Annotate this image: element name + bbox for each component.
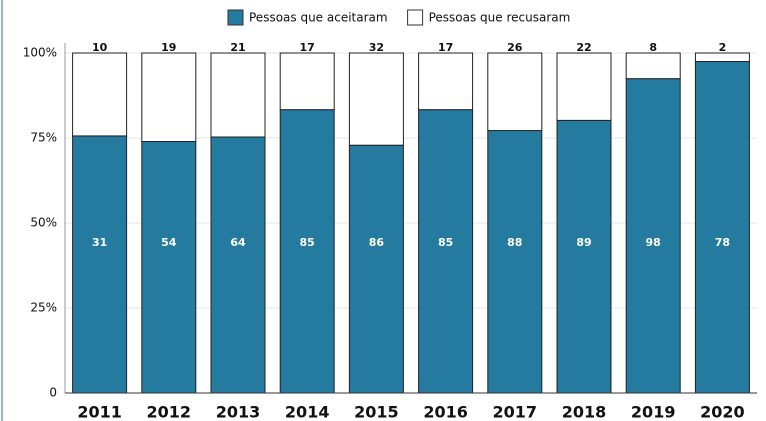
data-label: 78	[715, 236, 730, 249]
y-tick-label: 100%	[23, 46, 57, 60]
x-tick-label: 2017	[493, 403, 538, 421]
bar-segment	[556, 119, 612, 394]
y-tick-label: 0	[49, 386, 57, 400]
bar-segment	[348, 144, 404, 394]
x-tick-label: 2018	[562, 403, 607, 421]
data-label: 26	[507, 41, 523, 54]
data-label: 19	[161, 41, 176, 54]
bar-segment	[348, 52, 404, 146]
legend-swatch	[227, 9, 244, 26]
x-tick-label: 2019	[631, 403, 676, 421]
legend-label: Pessoas que aceitaram	[249, 11, 388, 25]
data-label: 88	[507, 236, 522, 249]
bar-segment	[418, 109, 474, 394]
data-label: 8	[649, 41, 657, 54]
data-label: 85	[300, 236, 315, 249]
y-tick-label: 25%	[30, 301, 57, 315]
data-label: 17	[300, 41, 315, 54]
data-label: 2	[719, 41, 727, 54]
x-tick-label: 2014	[285, 403, 330, 421]
bar-segment	[210, 52, 266, 138]
data-label: 22	[576, 41, 591, 54]
data-label: 98	[646, 236, 661, 249]
bar-segment	[487, 52, 543, 132]
bar-segment	[418, 52, 474, 111]
y-tick-label: 50%	[30, 216, 57, 230]
bar-segment	[141, 52, 197, 142]
data-label: 21	[230, 41, 245, 54]
bar-segment	[487, 130, 543, 394]
bar-segment	[72, 135, 128, 394]
x-tick-label: 2015	[354, 403, 399, 421]
bar-segment	[625, 78, 681, 394]
data-label: 86	[369, 236, 385, 249]
data-label: 89	[576, 236, 591, 249]
data-label: 17	[438, 41, 453, 54]
data-label: 85	[438, 236, 453, 249]
bar-segment	[625, 52, 681, 80]
bar-segment	[556, 52, 612, 121]
bar-segment	[694, 52, 750, 62]
x-tick-label: 2020	[700, 403, 745, 421]
legend-swatch	[407, 9, 424, 26]
bar-segment	[72, 52, 128, 137]
data-label: 32	[369, 41, 384, 54]
bar-segment	[210, 136, 266, 394]
x-tick-label: 2011	[77, 403, 122, 421]
x-tick-label: 2012	[147, 403, 192, 421]
y-tick-label: 75%	[30, 131, 57, 145]
data-label: 10	[92, 41, 108, 54]
data-label: 54	[161, 236, 177, 249]
bar-segment	[279, 109, 335, 394]
data-label: 31	[92, 236, 107, 249]
bar-segment	[279, 52, 335, 111]
bar-segment	[141, 140, 197, 394]
data-label: 64	[230, 236, 246, 249]
bar-segment	[694, 61, 750, 394]
x-tick-label: 2016	[423, 403, 468, 421]
legend-label: Pessoas que recusaram	[429, 11, 571, 25]
x-tick-label: 2013	[216, 403, 261, 421]
